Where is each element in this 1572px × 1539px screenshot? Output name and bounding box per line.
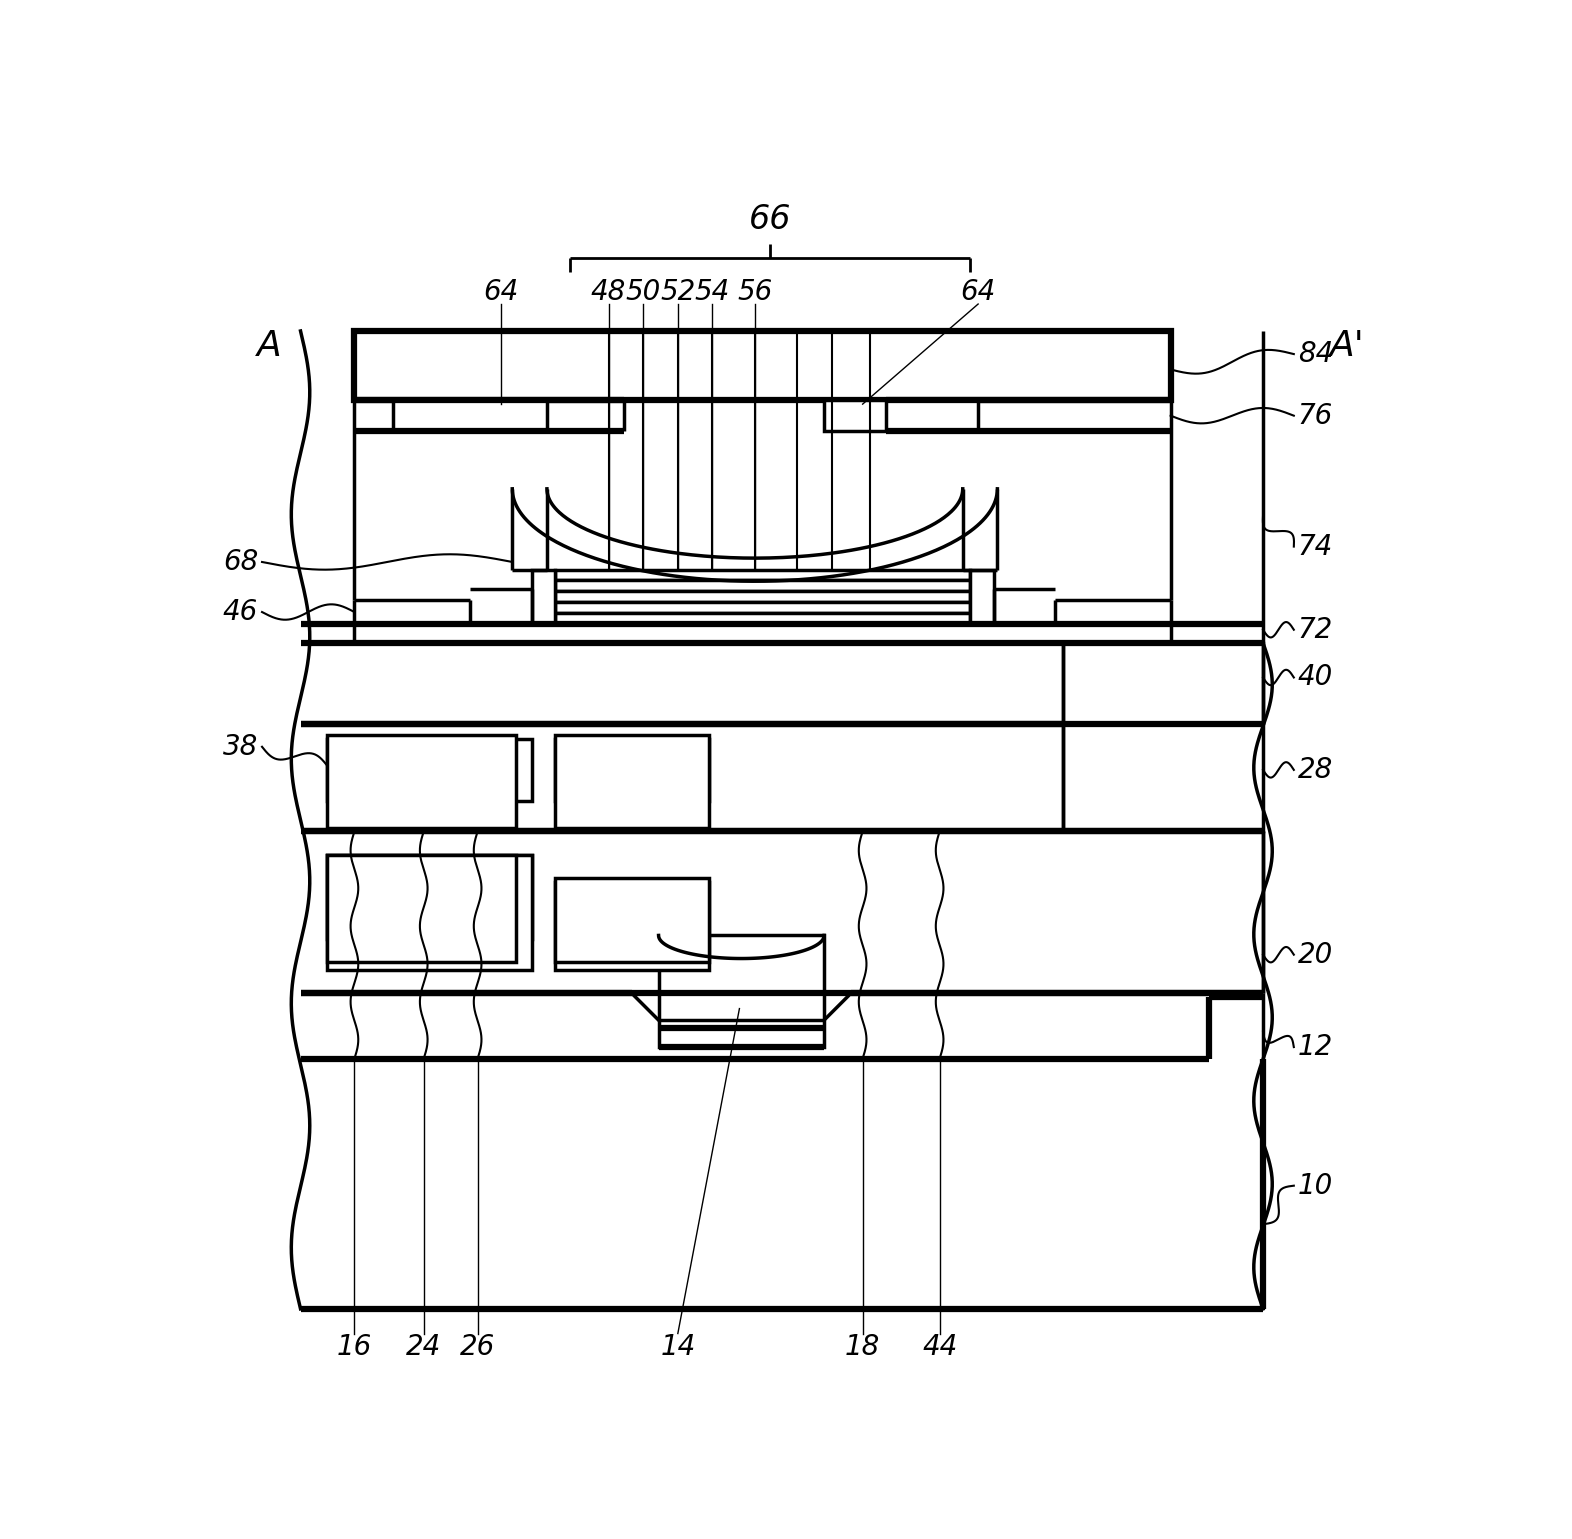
Text: 64: 64	[483, 279, 519, 306]
Bar	[555, 591, 970, 602]
Text: 64: 64	[960, 279, 995, 306]
Bar	[659, 936, 824, 1047]
Text: 24: 24	[406, 1333, 442, 1362]
Text: 56: 56	[737, 279, 772, 306]
Text: 16: 16	[336, 1333, 373, 1362]
Text: 52: 52	[660, 279, 695, 306]
Text: 50: 50	[626, 279, 660, 306]
Text: 48: 48	[591, 279, 626, 306]
Text: 20: 20	[1297, 940, 1333, 968]
Text: 76: 76	[1297, 402, 1333, 429]
Bar	[393, 400, 547, 431]
Text: 54: 54	[695, 279, 729, 306]
Bar	[327, 854, 531, 939]
Bar	[970, 569, 994, 623]
Text: 66: 66	[748, 203, 791, 235]
Text: A': A'	[1330, 329, 1364, 363]
Text: 26: 26	[461, 1333, 495, 1362]
Text: 40: 40	[1297, 663, 1333, 691]
Bar	[555, 602, 970, 613]
Text: 84: 84	[1297, 340, 1333, 368]
Bar	[327, 854, 516, 962]
Text: 14: 14	[660, 1333, 695, 1362]
Text: 44: 44	[923, 1333, 957, 1362]
Text: 74: 74	[1297, 532, 1333, 560]
Bar	[555, 580, 970, 591]
Bar	[327, 854, 531, 970]
Text: 12: 12	[1297, 1033, 1333, 1060]
Bar	[1063, 643, 1262, 831]
Text: 72: 72	[1297, 616, 1333, 643]
Bar	[327, 736, 516, 828]
Text: 18: 18	[846, 1333, 880, 1362]
Bar	[555, 613, 970, 623]
Bar	[354, 331, 1171, 400]
Text: 28: 28	[1297, 756, 1333, 783]
Bar	[555, 739, 709, 800]
Bar	[327, 739, 531, 800]
Bar	[555, 882, 709, 970]
Text: A: A	[258, 329, 281, 363]
Bar	[555, 569, 970, 580]
Text: 38: 38	[223, 733, 258, 760]
Bar	[824, 400, 978, 431]
Bar	[555, 736, 709, 828]
Text: 10: 10	[1297, 1171, 1333, 1200]
Text: 46: 46	[223, 599, 258, 626]
Bar	[555, 877, 709, 962]
Bar	[531, 569, 555, 623]
Text: 68: 68	[223, 548, 258, 576]
